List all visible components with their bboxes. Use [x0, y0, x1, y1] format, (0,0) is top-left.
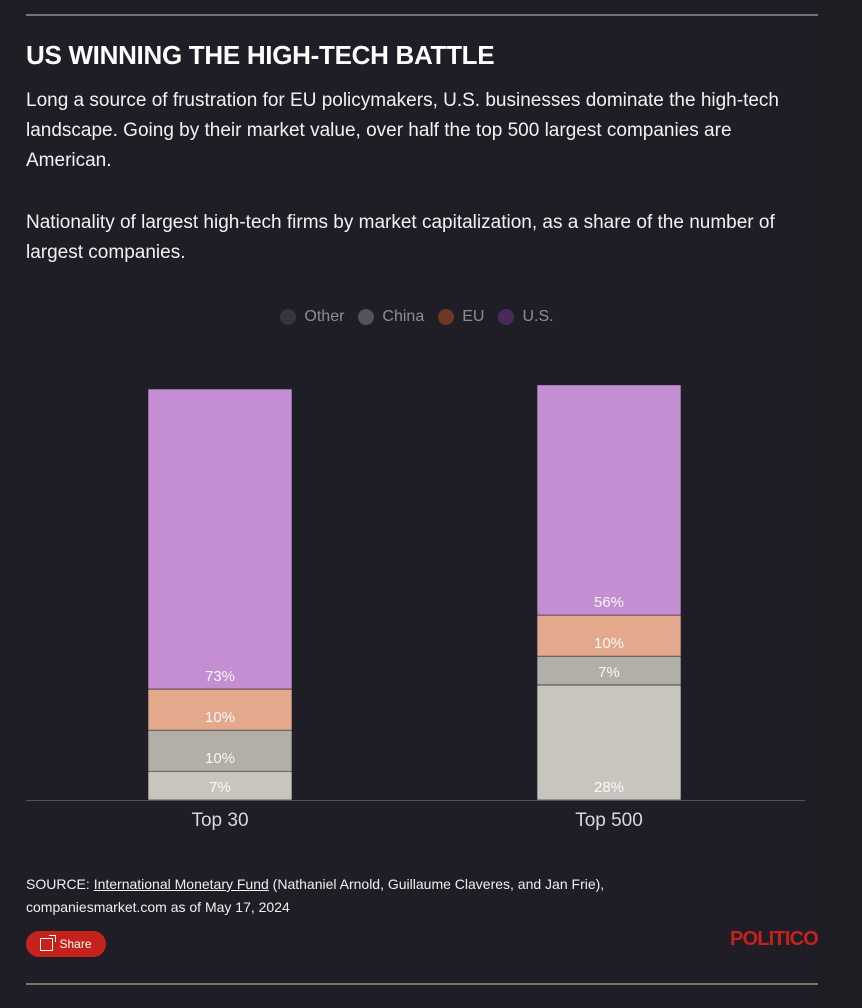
source-line-2: companiesmarket.com as of May 17, 2024 — [26, 899, 290, 915]
bar-segment-other-top-30[interactable] — [147, 770, 293, 801]
share-button[interactable]: Share — [26, 931, 106, 957]
politico-logo: POLITICO — [729, 928, 819, 950]
legend-label-us: U.S. — [522, 308, 554, 325]
x-tick-label-top-500: Top 500 — [575, 810, 643, 831]
bar-segment-china-top-500[interactable] — [536, 655, 682, 686]
legend-swatch-us — [498, 309, 515, 325]
top-divider — [26, 14, 818, 16]
legend-item-eu[interactable]: EU — [438, 308, 484, 326]
data-label-eu-top-500: 10% — [594, 635, 624, 652]
legend-swatch-china — [358, 309, 375, 325]
legend-item-china[interactable]: China — [358, 308, 424, 326]
bar-segment-other-top-500[interactable] — [536, 684, 682, 801]
source-prefix: SOURCE: — [26, 876, 94, 892]
legend-swatch-other — [280, 309, 297, 325]
data-label-eu-top-30: 10% — [205, 709, 235, 726]
data-label-china-top-500: 7% — [598, 664, 620, 681]
bar-segment-eu-top-500[interactable] — [536, 614, 682, 657]
chart-description: Long a source of frustration for EU poli… — [26, 90, 779, 171]
bar-segment-us-top-500[interactable] — [536, 384, 682, 616]
source-rest: (Nathaniel Arnold, Guillaume Claveres, a… — [268, 876, 605, 892]
x-tick-label-top-30: Top 30 — [191, 810, 248, 831]
legend-label-other: Other — [304, 308, 345, 325]
bar-segment-eu-top-30[interactable] — [147, 688, 293, 731]
legend-item-us[interactable]: U.S. — [498, 308, 554, 326]
stacked-bar-chart: 7% 10% 10% 73% Top 30 28% 7% 10% 56% Top 500 — [26, 384, 805, 831]
source-note: SOURCE: International Monetary Fund (Nat… — [26, 873, 806, 919]
data-label-other-top-30: 7% — [209, 779, 231, 796]
share-label: Share — [59, 937, 92, 951]
share-icon — [40, 937, 54, 951]
bar-segment-us-top-30[interactable] — [147, 388, 293, 690]
data-label-china-top-30: 10% — [205, 750, 235, 767]
source-link[interactable]: International Monetary Fund — [93, 876, 269, 892]
legend-swatch-eu — [438, 309, 455, 325]
chart-title: US WINNING THE HIGH-TECH BATTLE — [26, 40, 495, 70]
chart-legend: Other China EU U.S. — [0, 308, 834, 326]
legend-label-eu: EU — [462, 308, 485, 325]
legend-item-other[interactable]: Other — [280, 308, 344, 326]
bottom-divider — [26, 983, 818, 985]
data-label-us-top-500: 56% — [594, 594, 624, 611]
legend-label-china: China — [382, 308, 425, 325]
chart-panel — [0, 0, 818, 1008]
chart-subdescription: Nationality of largest high-tech firms b… — [26, 212, 775, 263]
data-label-us-top-30: 73% — [205, 668, 235, 685]
data-label-other-top-500: 28% — [594, 779, 624, 796]
